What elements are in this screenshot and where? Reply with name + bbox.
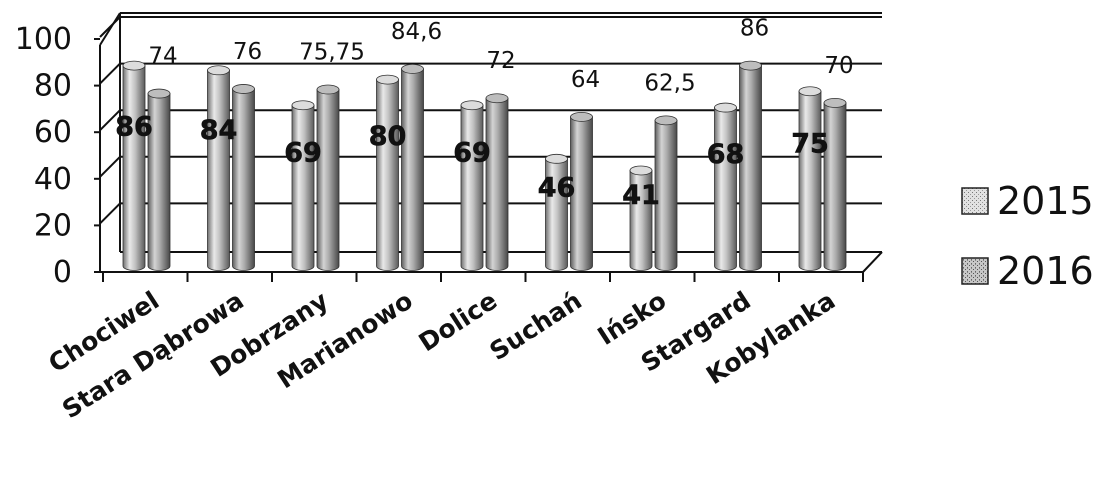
bar-2016-kobylanka bbox=[823, 98, 847, 271]
bar-2016-dobrzany bbox=[316, 84, 340, 271]
bar-cap bbox=[485, 93, 509, 104]
bar-body bbox=[823, 102, 847, 271]
legend: 2015 2016 bbox=[961, 179, 1094, 293]
bar-body bbox=[147, 93, 171, 271]
data-label-2015: 69 bbox=[284, 137, 322, 168]
data-label-2015: 41 bbox=[622, 180, 660, 211]
bar-cap bbox=[545, 153, 568, 164]
bar-cap bbox=[654, 115, 678, 126]
data-label-2016: 70 bbox=[824, 53, 853, 79]
y-tick-label: 80 bbox=[34, 69, 72, 104]
bar-2015-chociwel bbox=[122, 60, 146, 271]
y-tick-label: 20 bbox=[34, 208, 72, 243]
bar-2016-chociwel bbox=[147, 88, 171, 271]
y-axis: 0 20 40 60 80 100 bbox=[15, 22, 100, 290]
bar-cap bbox=[291, 100, 315, 111]
bar-body bbox=[291, 104, 315, 271]
bar-2015-stargard bbox=[714, 102, 737, 271]
data-label-2015: 46 bbox=[538, 172, 576, 203]
data-label-2015: 68 bbox=[707, 139, 745, 170]
data-labels: 86 74 84 76 69 75,75 80 84,6 69 72 46 64 41 62,5 68 86 7… bbox=[115, 16, 854, 212]
bar-2016-dolice bbox=[485, 93, 509, 271]
data-label-2016: 76 bbox=[233, 39, 262, 65]
legend-label-2015: 2015 bbox=[997, 179, 1094, 223]
bar-body bbox=[460, 104, 484, 271]
bar-2016-stargard bbox=[739, 60, 762, 271]
bar-2016-suchań bbox=[570, 111, 593, 271]
bar-2015-marianowo bbox=[376, 74, 399, 271]
data-label-2015: 75 bbox=[791, 128, 829, 159]
gridline bbox=[99, 202, 121, 225]
bar-body bbox=[570, 116, 593, 271]
bar-2015-suchań bbox=[545, 153, 568, 271]
y-tick-label: 40 bbox=[34, 162, 72, 197]
bar-2016-stara-dąbrowa bbox=[232, 84, 255, 271]
bar-2015-kobylanka bbox=[798, 86, 822, 271]
legend-label-2016: 2016 bbox=[997, 249, 1094, 293]
bar-cap bbox=[232, 84, 255, 94]
data-label-2015: 86 bbox=[115, 112, 153, 143]
bar-cap bbox=[739, 60, 762, 71]
y-tick-label: 100 bbox=[15, 22, 72, 57]
bar-2016-marianowo bbox=[401, 63, 424, 271]
gridline bbox=[99, 62, 121, 85]
data-label-2016: 74 bbox=[148, 44, 177, 70]
bar-2015-dolice bbox=[460, 100, 484, 271]
bar-cap bbox=[823, 98, 847, 108]
bar-2015-dobrzany bbox=[291, 100, 315, 271]
bar-cap bbox=[207, 65, 230, 76]
legend-item-2016: 2016 bbox=[961, 249, 1094, 293]
data-label-2015: 69 bbox=[453, 137, 491, 168]
bar-cap bbox=[376, 74, 399, 85]
legend-swatch-2016 bbox=[961, 257, 989, 285]
bar-body bbox=[629, 170, 653, 271]
data-label-2015: 80 bbox=[369, 121, 407, 152]
bar-body bbox=[485, 97, 509, 271]
bar-body bbox=[714, 107, 737, 271]
gridline bbox=[99, 16, 121, 38]
data-label-2016: 75,75 bbox=[299, 40, 365, 66]
bar-cap bbox=[401, 63, 424, 74]
bar-cap bbox=[570, 111, 593, 122]
bar-cap bbox=[714, 102, 737, 113]
data-label-2016: 62,5 bbox=[644, 70, 695, 96]
data-label-2016: 72 bbox=[486, 48, 515, 74]
bar-body bbox=[316, 89, 340, 271]
bar-cap bbox=[629, 165, 653, 176]
data-label-2015: 84 bbox=[200, 115, 238, 146]
bar-2015-stara-dąbrowa bbox=[207, 65, 230, 271]
bar-body bbox=[207, 69, 230, 271]
gridline bbox=[99, 156, 121, 178]
y-tick-label: 60 bbox=[34, 115, 72, 150]
bar-body bbox=[122, 65, 146, 271]
bar-body bbox=[401, 68, 424, 271]
bar-cap bbox=[460, 100, 484, 111]
legend-swatch-2015 bbox=[961, 187, 989, 215]
data-label-2016: 86 bbox=[740, 16, 769, 42]
data-label-2016: 64 bbox=[571, 67, 600, 93]
bar-body bbox=[739, 65, 762, 271]
legend-item-2015: 2015 bbox=[961, 179, 1094, 223]
bar-cap bbox=[316, 84, 340, 95]
bars bbox=[122, 60, 847, 271]
bar-body bbox=[798, 90, 822, 271]
bar-cap bbox=[798, 86, 822, 97]
bar-body bbox=[376, 79, 399, 271]
bar-body bbox=[232, 88, 255, 271]
y-tick-label: 0 bbox=[53, 255, 72, 290]
bar-body bbox=[545, 158, 568, 271]
bar-cap bbox=[122, 60, 146, 71]
bar-2015-ińsko bbox=[629, 165, 653, 271]
bar-2016-ińsko bbox=[654, 115, 678, 271]
x-tick-label: Suchań bbox=[485, 286, 587, 366]
bar-body bbox=[654, 119, 678, 271]
gridline bbox=[99, 109, 121, 131]
bar-cap bbox=[147, 88, 171, 99]
data-label-2016: 84,6 bbox=[391, 19, 442, 45]
